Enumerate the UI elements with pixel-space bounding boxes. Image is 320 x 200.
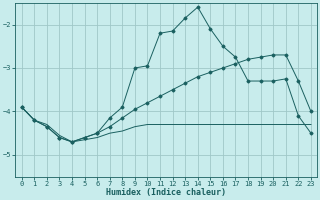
X-axis label: Humidex (Indice chaleur): Humidex (Indice chaleur) <box>106 188 226 197</box>
